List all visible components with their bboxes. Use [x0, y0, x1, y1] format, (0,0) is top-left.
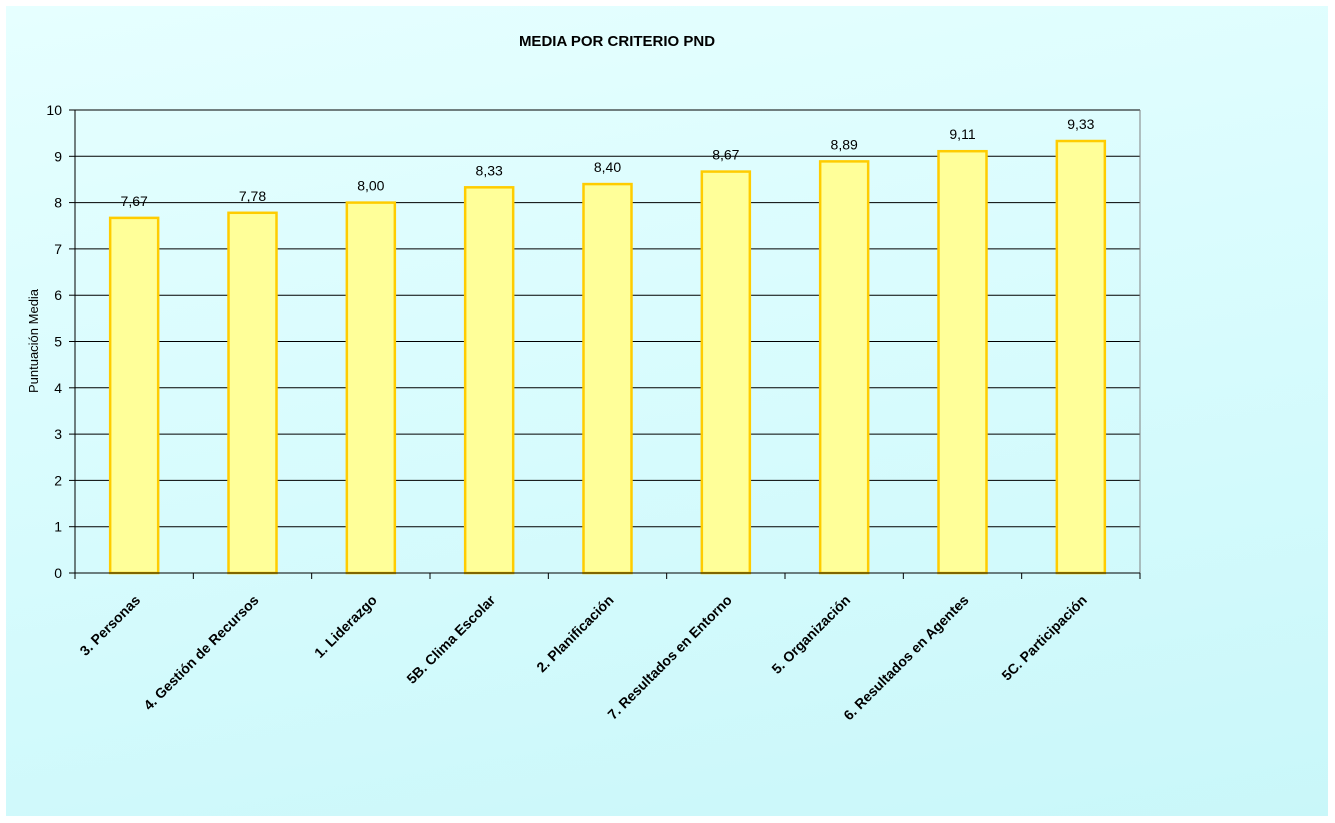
data-label: 8,89: [831, 136, 858, 152]
x-tick-label: 7. Resultados en Entorno: [604, 592, 735, 723]
y-tick-label: 3: [54, 426, 62, 442]
y-tick-label: 6: [54, 287, 62, 303]
data-label: 9,11: [949, 126, 975, 142]
data-label: 8,33: [476, 162, 503, 178]
y-tick-label: 8: [54, 195, 62, 211]
data-label: 8,40: [594, 159, 621, 175]
x-tick-label: 5. Organización: [768, 592, 853, 677]
data-label: 7,78: [239, 188, 266, 204]
y-tick-label: 9: [54, 148, 62, 164]
x-tick-label: 4. Gestión de Recursos: [140, 592, 261, 713]
y-tick-label: 1: [54, 519, 62, 535]
y-tick-label: 5: [54, 334, 62, 350]
y-tick-label: 2: [54, 472, 62, 488]
bar: [700, 170, 752, 575]
x-tick-label: 5B. Clima Escolar: [403, 591, 498, 686]
bar: [582, 182, 633, 575]
bars: [108, 139, 1107, 575]
y-tick-label: 0: [54, 565, 62, 581]
x-tick-label: 5C. Participación: [998, 592, 1090, 684]
data-label: 7,67: [121, 193, 148, 209]
data-label: 9,33: [1067, 116, 1094, 132]
chart-title: MEDIA POR CRITERIO PND: [519, 33, 715, 50]
data-label: 8,00: [357, 178, 384, 194]
bar: [227, 211, 278, 575]
bar: [345, 201, 397, 575]
y-tick-label: 10: [46, 102, 62, 118]
data-label: 8,67: [712, 147, 739, 163]
x-tick-label: 3. Personas: [76, 592, 143, 659]
x-tick-label: 2. Planificación: [533, 592, 616, 675]
chart-area: [6, 6, 1328, 816]
y-axis-ticks: 0 1 2 3 4 5 6 7 8 9 10: [46, 102, 75, 581]
x-tick-label: 1. Liderazgo: [311, 592, 380, 661]
bar: [1055, 139, 1107, 575]
x-tick-label: 6. Resultados en Agentes: [840, 592, 972, 724]
y-axis-label: Puntuación Media: [26, 288, 41, 393]
bar: [108, 216, 160, 575]
data-labels: 7,67 7,78 8,00 8,33 8,40 8,67 8,89 9,11 9,33: [121, 116, 1095, 209]
bar: [937, 149, 988, 575]
y-tick-label: 4: [54, 380, 62, 396]
bar: [818, 160, 870, 575]
axes: [74, 110, 1140, 574]
y-tick-label: 7: [54, 241, 62, 257]
bar: [463, 186, 515, 575]
